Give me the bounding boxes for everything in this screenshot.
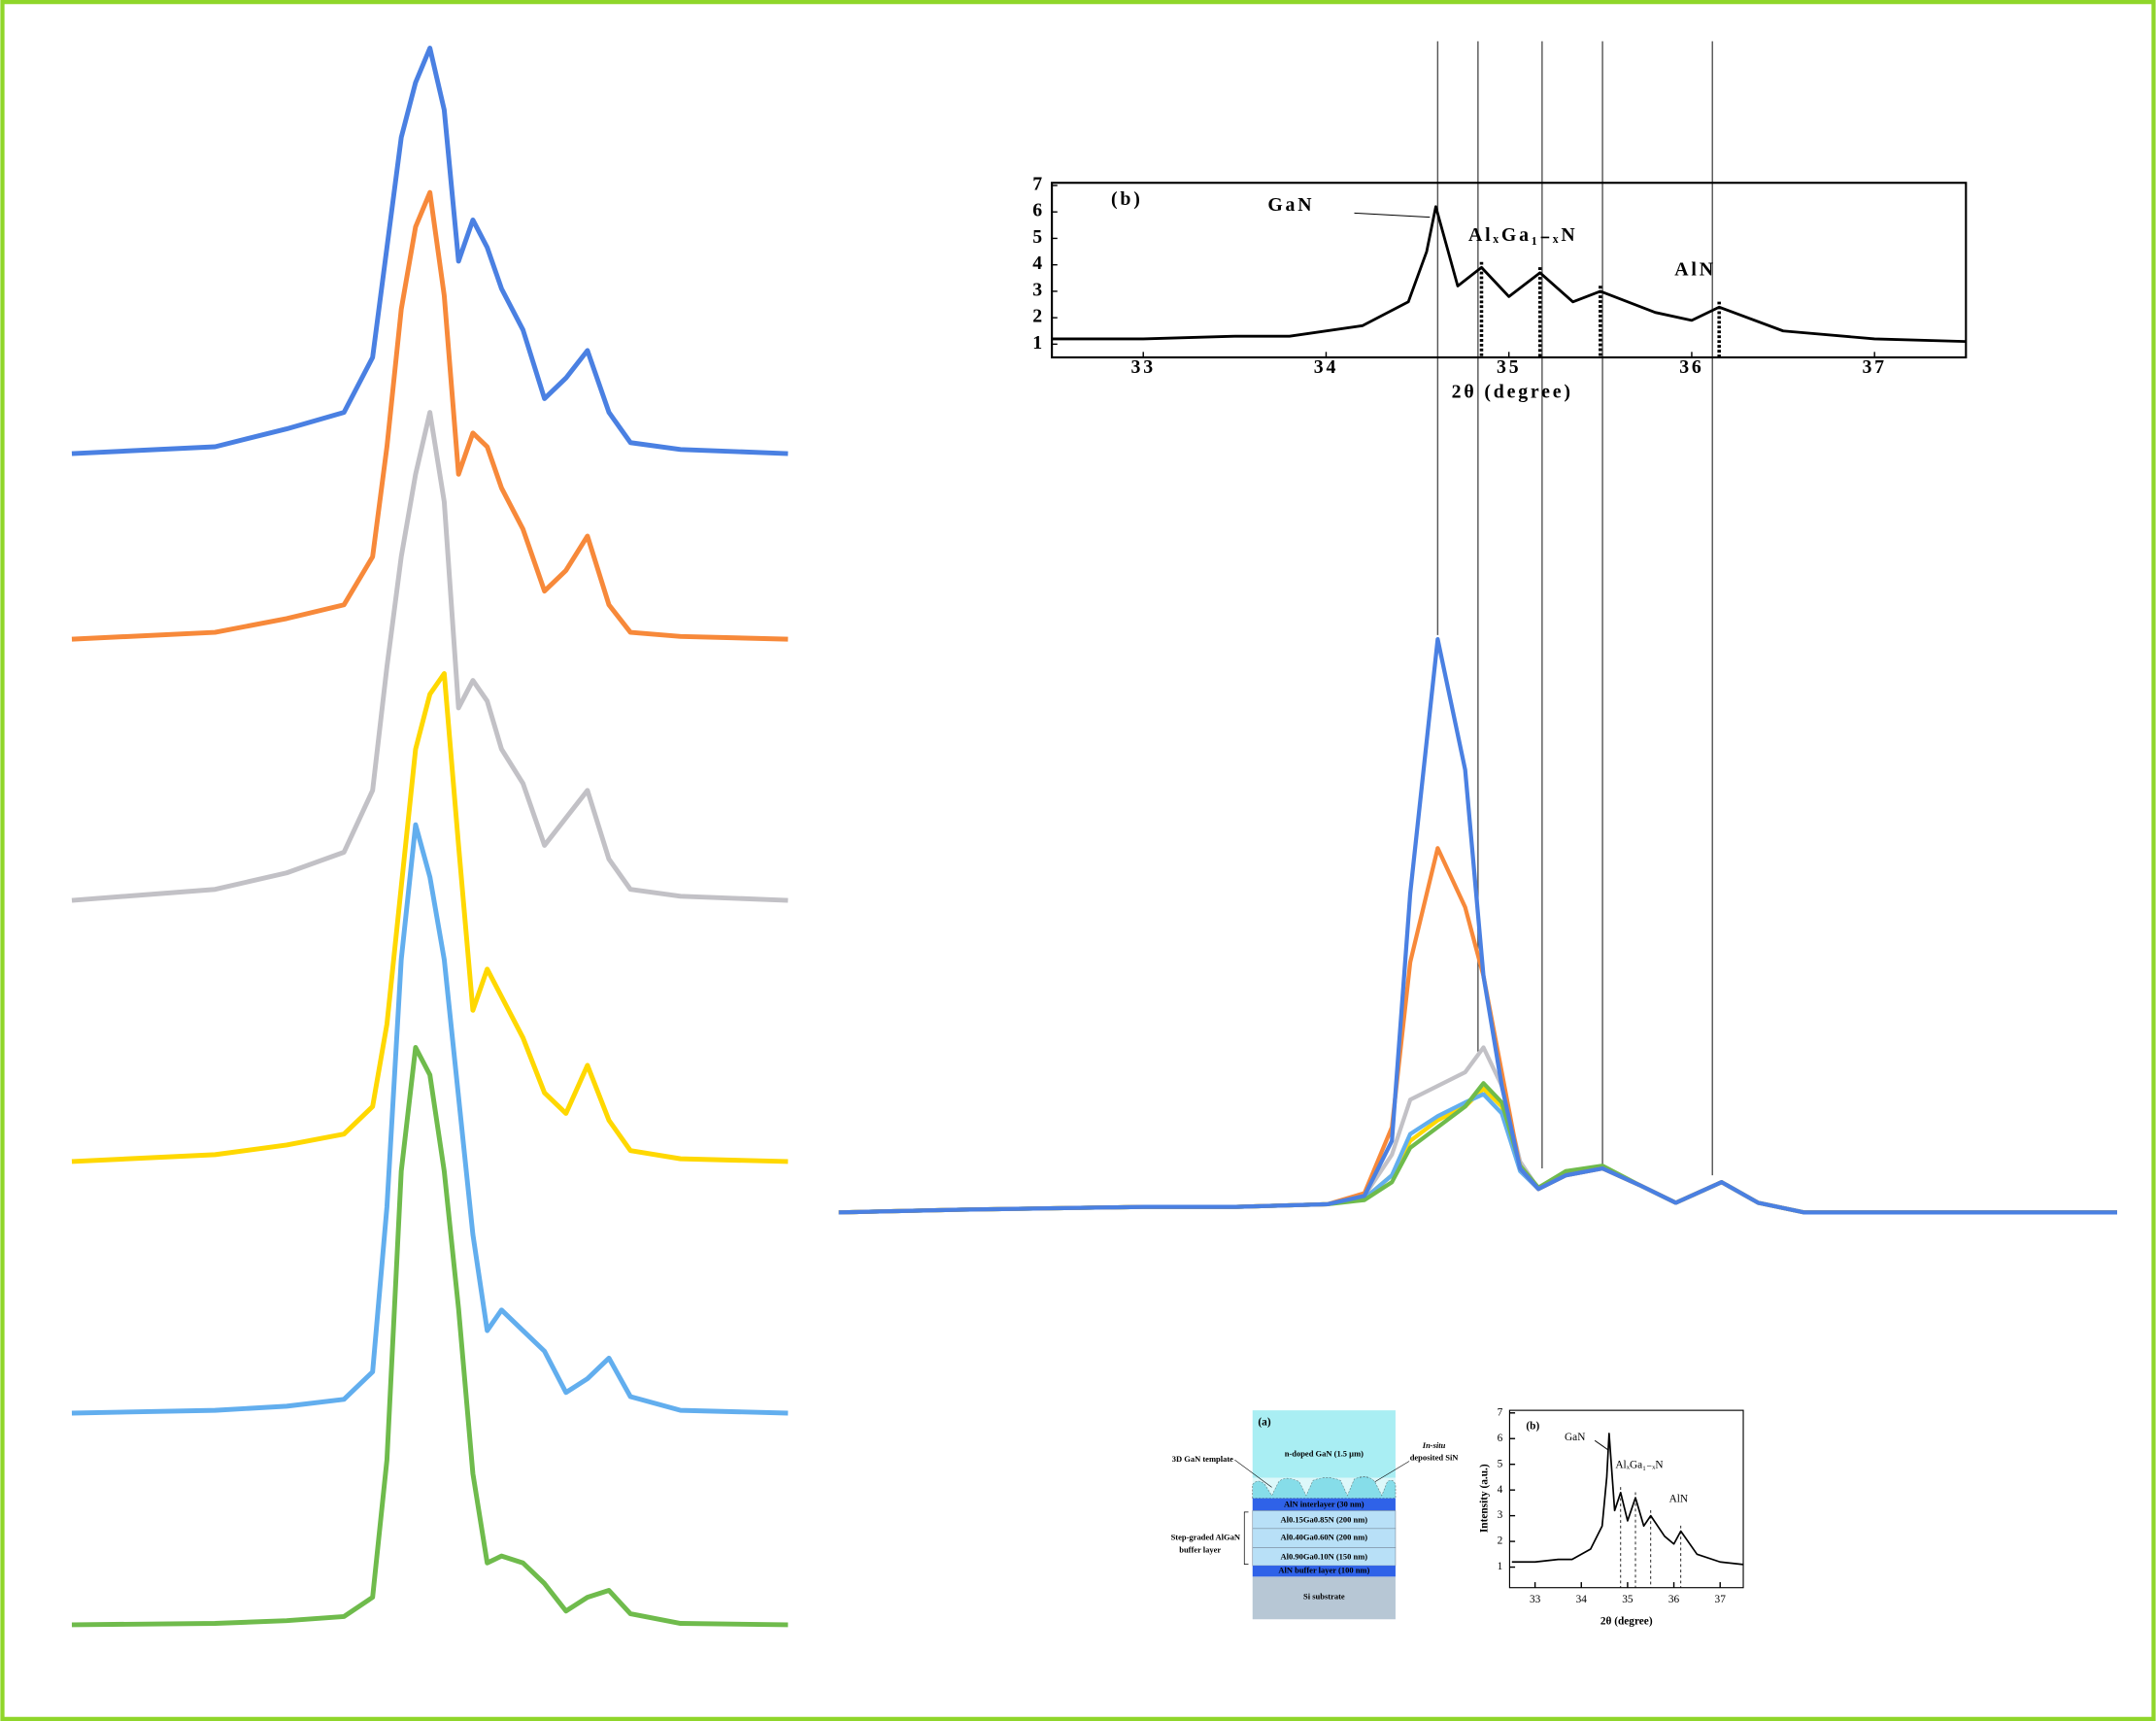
y-axis-label: Intensity (a.u.) (1479, 1464, 1491, 1533)
y-tick-label: 3 (1032, 279, 1045, 300)
annotation: AlN (1674, 258, 1716, 280)
data-line (71, 671, 789, 1164)
note: 3D GaN template (1172, 1454, 1233, 1464)
x-tick-label: 35 (1497, 356, 1521, 378)
bracket (1243, 1511, 1249, 1566)
layer (1252, 1576, 1396, 1620)
panel-label: (b) (1111, 188, 1143, 210)
panel-label: (b) (1526, 1421, 1539, 1433)
leader (1594, 1439, 1609, 1451)
layer-label: Al0.40Ga0.60N (200 nm) (1281, 1533, 1368, 1542)
schematic: (a) n-doped GaN (1.5 µm) AlN interlayer … (1171, 1410, 1460, 1620)
leader (1234, 1459, 1272, 1488)
panel-label: (a) (1258, 1416, 1270, 1428)
layer-label: AlN interlayer (30 nm) (1284, 1500, 1364, 1509)
annotation: AlₓGa₁₋ₓN (1615, 1459, 1663, 1470)
x-tick-label: 34 (1314, 356, 1338, 378)
layer-label: AlN buffer layer (100 nm) (1278, 1566, 1369, 1575)
x-tick-label: 35 (1622, 1594, 1634, 1605)
y-tick-label: 7 (1498, 1406, 1503, 1418)
annotation: AlN (1669, 1494, 1688, 1505)
note: buffer layer (1179, 1544, 1221, 1554)
layer-label: Si substrate (1303, 1592, 1345, 1602)
y-tick-label: 1 (1498, 1561, 1503, 1572)
axis-box (1508, 1409, 1744, 1589)
layer (1252, 1566, 1396, 1577)
leader (1354, 212, 1431, 219)
x-tick-label: 36 (1679, 356, 1703, 378)
annotation: AlₓGa₁₋ₓN (1468, 224, 1578, 246)
layer (1252, 1498, 1396, 1511)
y-tick-label: 6 (1498, 1433, 1503, 1444)
x-tick-label: 34 (1576, 1594, 1588, 1605)
data-line (71, 410, 789, 903)
x-tick-label: 37 (1862, 356, 1886, 378)
layer-label: Al0.90Ga0.10N (150 nm) (1281, 1552, 1368, 1562)
data-line (1511, 1433, 1744, 1566)
x-tick-label: 37 (1715, 1594, 1727, 1605)
layer-label: Al0.15Ga0.85N (200 nm) (1281, 1514, 1368, 1524)
y-tick-label: 1 (1032, 332, 1045, 354)
y-tick-label: 5 (1498, 1458, 1503, 1469)
y-tick-label: 3 (1498, 1509, 1503, 1521)
template (1252, 1476, 1397, 1499)
data-line (71, 46, 789, 456)
note: Step-graded AlGaN (1171, 1533, 1241, 1542)
note: In-situ (1422, 1440, 1446, 1450)
data-line (1052, 205, 1967, 344)
data-line (838, 637, 2117, 1215)
x-tick-label: 33 (1130, 356, 1155, 378)
layer (1252, 1410, 1396, 1478)
x-axis-label: 2θ (degree) (1600, 1616, 1653, 1628)
y-tick-label: 5 (1032, 226, 1045, 248)
data-line (71, 189, 789, 642)
data-line (71, 1045, 789, 1628)
x-tick-label: 36 (1668, 1594, 1680, 1605)
y-tick-label: 2 (1498, 1535, 1503, 1547)
y-tick-label: 4 (1032, 253, 1045, 274)
x-axis-label: 2θ (degree) (1452, 381, 1573, 402)
y-tick-label: 6 (1032, 200, 1045, 221)
data-line (71, 822, 789, 1416)
leader (1374, 1461, 1410, 1482)
annotation: GaN (1267, 194, 1314, 216)
y-tick-label: 4 (1498, 1484, 1503, 1496)
x-tick-label: 33 (1530, 1594, 1541, 1605)
y-tick-label: 7 (1032, 174, 1045, 195)
annotation: GaN (1565, 1432, 1585, 1443)
layer-label: n-doped GaN (1.5 µm) (1285, 1448, 1364, 1458)
note: deposited SiN (1410, 1453, 1460, 1463)
y-tick-label: 2 (1032, 306, 1045, 327)
layer (1252, 1477, 1396, 1499)
